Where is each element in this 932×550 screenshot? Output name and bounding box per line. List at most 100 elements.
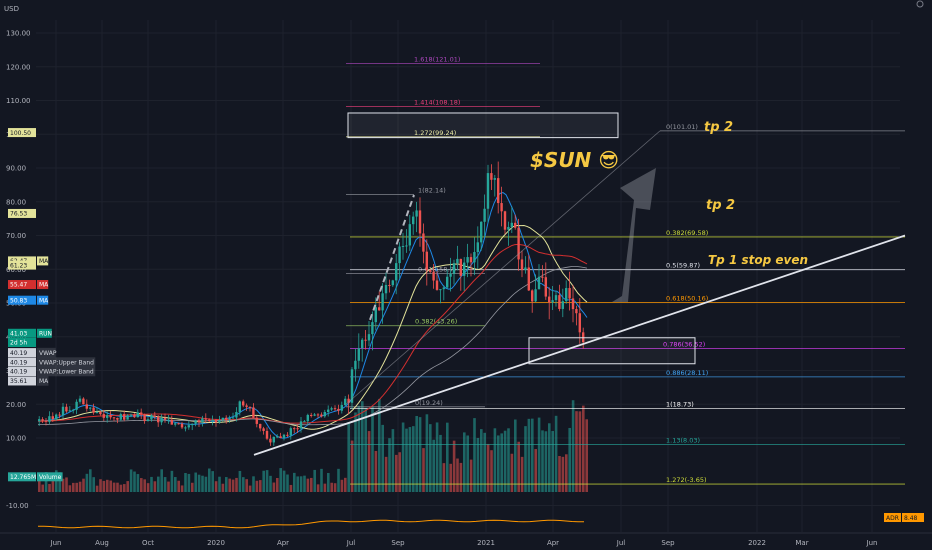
price-tag-name: MA (39, 258, 49, 265)
volume-bar (65, 477, 68, 492)
candle-body (272, 436, 275, 443)
entry-zone-box (528, 337, 696, 365)
volume-bar (531, 418, 534, 492)
adr-line (37, 519, 585, 529)
x-tick-label: Sep (661, 539, 675, 547)
candle-body (449, 273, 452, 277)
y-tick-label: 10.00 (6, 435, 26, 443)
price-tag-name-bg (37, 280, 49, 290)
volume-bar (320, 468, 323, 492)
candle-body (527, 267, 530, 291)
volume-bar (252, 476, 255, 492)
volume-bar (41, 484, 44, 492)
volume-bar (136, 474, 140, 492)
price-tag: 41.03 RUN (8, 328, 52, 338)
volume-bar (221, 483, 225, 492)
volume-bar (58, 472, 61, 492)
moving-averages (37, 191, 588, 439)
price-tag-name-bg (37, 328, 52, 338)
candle-body (575, 309, 578, 314)
volume-bar (95, 485, 99, 492)
volume-bar (497, 435, 500, 492)
volume-bar (293, 472, 296, 492)
volume-bar (582, 405, 585, 492)
candle-body (367, 334, 371, 341)
adr-tag-value: 8.48 (904, 515, 918, 522)
volume-bar (157, 476, 160, 492)
candle-body (187, 425, 190, 428)
candle-body (225, 417, 228, 420)
candle-body (398, 246, 401, 264)
volume-bar (235, 477, 238, 492)
adr-tag-value-bg (902, 513, 924, 522)
volume-bar (408, 427, 412, 492)
candle-body (214, 419, 218, 423)
price-tag: 76.53 (8, 208, 36, 218)
volume-bar (231, 479, 235, 492)
volume-bar (316, 484, 320, 492)
candle-body (55, 414, 58, 420)
candle-body (340, 405, 343, 411)
y-tick-label: 70.00 (6, 232, 26, 240)
price-tag-name: VWAP:Upper Band (39, 359, 94, 366)
candle-body (571, 298, 575, 310)
price-tag-value: 40.19 (10, 369, 27, 376)
price-tag-bg (8, 357, 36, 367)
fib-level-label: 0(19.24) (415, 399, 443, 407)
price-tag: 50.83 MA (8, 295, 49, 305)
volume-bar (486, 443, 490, 492)
candle-body (68, 410, 71, 412)
candle-body (568, 288, 571, 299)
volume-bar (160, 469, 163, 492)
price-tag: 12.765M Volume (8, 472, 63, 482)
candle-body (429, 270, 432, 272)
volume-bar (456, 458, 459, 492)
candle-body (95, 411, 99, 413)
volume-bar (381, 424, 384, 492)
volume-bar (44, 472, 48, 492)
volume-bar (272, 482, 276, 492)
volume-bar (269, 475, 272, 492)
price-tag-bg (8, 295, 36, 305)
volume-bar (337, 468, 340, 492)
fib-level-label: 1.414(108.18) (414, 99, 460, 107)
candle-body (245, 405, 248, 407)
candle-body (405, 245, 408, 247)
candle-body (354, 360, 357, 370)
volume-bar (507, 428, 510, 492)
candle-body (51, 416, 54, 420)
volume-bar (245, 479, 248, 492)
candle-body (242, 401, 245, 406)
volume-bar (446, 422, 449, 492)
volume-bar (463, 432, 466, 492)
candle-body (184, 427, 187, 429)
candle-body (140, 412, 143, 415)
target-annotation: Tp 1 stop even (708, 253, 808, 267)
candle-body (136, 412, 139, 418)
candle-body (418, 210, 422, 234)
candle-body (133, 414, 136, 418)
volume-bar (303, 475, 306, 492)
candle-body (490, 173, 493, 180)
y-tick-label: 80.00 (6, 198, 26, 206)
candle-body (116, 417, 119, 420)
price-tag-bg (8, 472, 36, 482)
candle-body (357, 348, 360, 361)
settings-icon (916, 0, 924, 8)
candle-body (255, 417, 258, 424)
price-tag-bg (8, 337, 36, 347)
candle-body (99, 411, 102, 415)
candle-body (524, 267, 527, 271)
x-tick-label: 2021 (477, 539, 495, 547)
candle-body (395, 263, 398, 281)
x-tick-label: Jul (616, 539, 626, 547)
candle-body (446, 276, 449, 288)
volume-bar (327, 473, 330, 492)
volume-bar (208, 468, 211, 492)
volume-bar (361, 401, 364, 492)
candle-body (384, 284, 388, 294)
y-tick-label: 120.00 (6, 63, 31, 71)
price-tag: 40.19 VWAP:Lower Band (8, 366, 96, 377)
